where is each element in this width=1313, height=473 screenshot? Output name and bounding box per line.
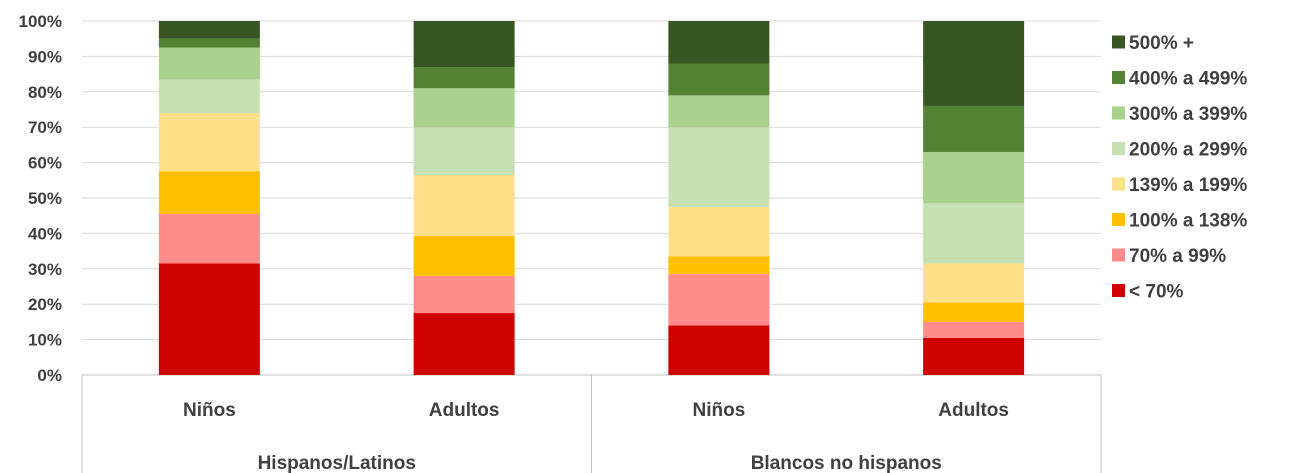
bar-segment bbox=[413, 127, 515, 175]
y-tick-label: 60% bbox=[28, 154, 62, 173]
category-label: Adultos bbox=[938, 400, 1009, 421]
bar-segment bbox=[413, 88, 515, 128]
y-tick-label: 90% bbox=[28, 47, 62, 66]
bar-segment bbox=[923, 203, 1025, 264]
bar-segment bbox=[923, 263, 1025, 303]
y-tick-label: 70% bbox=[28, 118, 62, 137]
bar-segment bbox=[668, 63, 770, 96]
bar-segment bbox=[668, 127, 770, 207]
legend-label: 70% a 99% bbox=[1129, 246, 1226, 267]
category-label: Niños bbox=[692, 400, 745, 421]
bar-segment bbox=[668, 274, 770, 326]
legend-swatch bbox=[1112, 248, 1125, 262]
legend-label: 100% a 138% bbox=[1129, 211, 1247, 232]
bar-segment bbox=[413, 67, 515, 89]
bar-segment bbox=[158, 213, 260, 264]
legend-swatch bbox=[1112, 142, 1125, 155]
legend-swatch bbox=[1112, 177, 1125, 191]
bar-segment bbox=[158, 263, 260, 375]
bar-segment bbox=[668, 206, 770, 257]
legend-swatch bbox=[1112, 35, 1125, 49]
legend-label: 400% a 499% bbox=[1129, 69, 1247, 90]
bar-segment bbox=[923, 105, 1025, 152]
category-label: Niños bbox=[183, 400, 236, 421]
bar-segment bbox=[158, 171, 260, 214]
y-tick-label: 100% bbox=[19, 12, 62, 31]
legend-label: 139% a 199% bbox=[1129, 175, 1247, 196]
bar-segment bbox=[413, 313, 515, 375]
y-tick-label: 40% bbox=[28, 224, 62, 243]
legend-label: 200% a 299% bbox=[1129, 140, 1247, 161]
bar-segment bbox=[668, 21, 770, 64]
bar-segment bbox=[413, 174, 515, 236]
legend-swatch bbox=[1112, 106, 1125, 120]
bar-segment bbox=[923, 21, 1025, 106]
bar-segment bbox=[158, 79, 260, 114]
legend-label: 500% + bbox=[1129, 33, 1194, 54]
bar-segment bbox=[668, 256, 770, 275]
legend-label: 300% a 399% bbox=[1129, 104, 1247, 125]
bar-segment bbox=[668, 325, 770, 375]
bar-segment bbox=[923, 151, 1025, 204]
bar-segment bbox=[923, 321, 1025, 338]
category-label: Adultos bbox=[429, 400, 500, 421]
bar-segment bbox=[158, 47, 260, 80]
group-label: Hispanos/Latinos bbox=[258, 453, 416, 473]
y-tick-label: 80% bbox=[28, 83, 62, 102]
bar-segment bbox=[668, 95, 770, 128]
y-tick-label: 30% bbox=[28, 260, 62, 279]
y-tick-label: 10% bbox=[28, 331, 62, 350]
bar-segment bbox=[413, 235, 515, 276]
bar-segment bbox=[413, 275, 515, 314]
legend-swatch bbox=[1112, 213, 1125, 226]
group-label: Blancos no hispanos bbox=[751, 453, 942, 473]
legend-swatch bbox=[1112, 71, 1125, 84]
legend-label: < 70% bbox=[1129, 282, 1184, 303]
y-tick-label: 0% bbox=[37, 366, 62, 385]
bar-segment bbox=[158, 113, 260, 172]
legend-swatch bbox=[1112, 284, 1125, 297]
bar-segment bbox=[923, 302, 1025, 322]
bar-segment bbox=[158, 21, 260, 39]
y-tick-label: 20% bbox=[28, 295, 62, 314]
bar-segment bbox=[413, 21, 515, 68]
bar-segment bbox=[923, 337, 1025, 375]
bar-segment bbox=[158, 38, 260, 48]
y-tick-label: 50% bbox=[28, 189, 62, 208]
